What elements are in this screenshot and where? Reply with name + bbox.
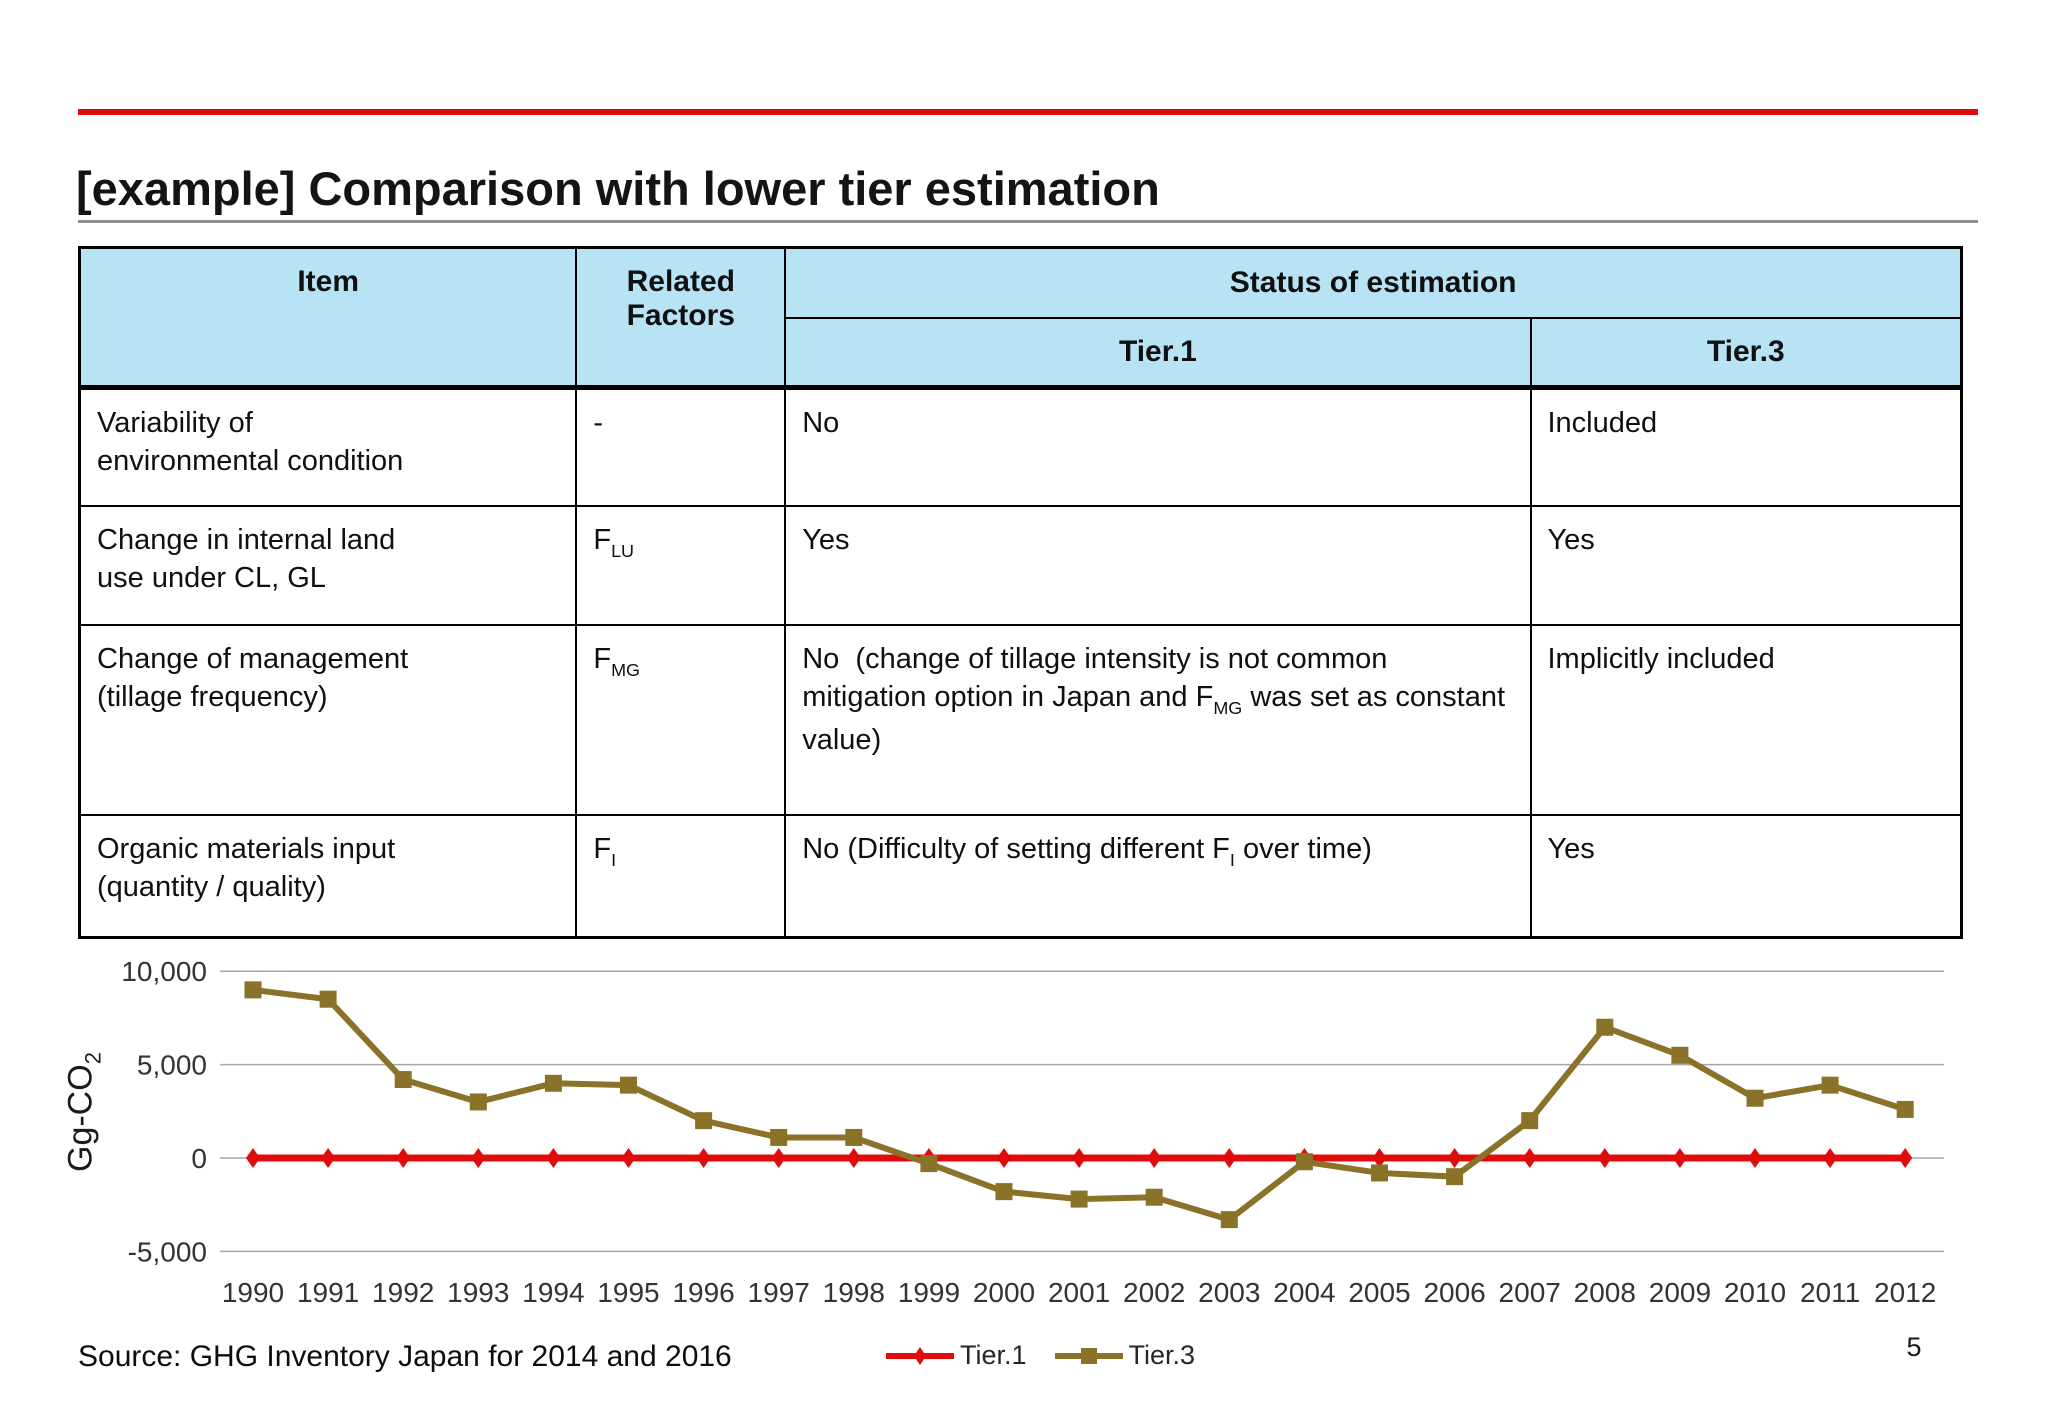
table-row: Variability of environmental condition -… — [78, 386, 1963, 507]
legend-item-tier1: Tier.1 — [884, 1340, 1027, 1371]
factor-cell: - — [575, 386, 787, 507]
tier3-cell: Yes — [1529, 813, 1963, 939]
item-text: environmental condition — [97, 445, 404, 478]
svg-text:1996: 1996 — [672, 1277, 734, 1308]
svg-text:2003: 2003 — [1198, 1277, 1260, 1308]
svg-text:2012: 2012 — [1874, 1277, 1936, 1308]
y-axis-label-subscript: 2 — [80, 1052, 106, 1065]
svg-text:1997: 1997 — [748, 1277, 810, 1308]
factor-cell: FLU — [575, 504, 787, 626]
svg-text:1993: 1993 — [447, 1277, 509, 1308]
item-text: use under CL, GL — [97, 561, 326, 594]
tier-comparison-chart: 10,000 5,000 0 -5,000 1990 1991 1992 1993 1994 19… — [121, 956, 1944, 1308]
header-tier3: Tier.3 — [1529, 316, 1963, 390]
svg-text:2010: 2010 — [1724, 1277, 1786, 1308]
tier1-text: Yes — [802, 523, 850, 556]
comparison-table: Item Related Factors Status of estimatio… — [78, 246, 1963, 939]
svg-text:2011: 2011 — [1800, 1277, 1860, 1308]
item-text: (tillage frequency) — [97, 680, 328, 713]
tier3-cell: Yes — [1529, 504, 1963, 626]
factor-subscript: MG — [611, 659, 641, 680]
header-status: Status of estimation — [784, 246, 1963, 319]
item-cell: Variability of environmental condition — [78, 386, 578, 507]
title-underline — [78, 220, 1978, 223]
svg-text:2009: 2009 — [1649, 1277, 1711, 1308]
slide-title: [example] Comparison with lower tier est… — [76, 162, 1160, 216]
header-item: Item — [78, 246, 578, 390]
table-row: Organic materials input (quantity / qual… — [78, 813, 1963, 939]
svg-text:1998: 1998 — [823, 1277, 885, 1308]
y-axis-label: Gg-CO2 — [62, 1052, 107, 1172]
legend-label: Tier.3 — [1128, 1340, 1196, 1370]
svg-text:2006: 2006 — [1423, 1277, 1485, 1308]
svg-text:2002: 2002 — [1123, 1277, 1185, 1308]
item-text: Change in internal land — [97, 523, 396, 556]
tier1-text: No (Difficulty of setting different F — [802, 832, 1230, 865]
svg-text:2005: 2005 — [1348, 1277, 1410, 1308]
factor-cell: FI — [575, 813, 787, 939]
svg-text:10,000: 10,000 — [121, 956, 207, 987]
svg-text:1990: 1990 — [222, 1277, 284, 1308]
svg-text:1994: 1994 — [522, 1277, 584, 1308]
factor-cell: FMG — [575, 623, 787, 816]
chart-legend: Tier.1 Tier.3 — [884, 1340, 1195, 1371]
svg-text:1992: 1992 — [372, 1277, 434, 1308]
factor-text: - — [593, 407, 604, 439]
svg-text:2007: 2007 — [1499, 1277, 1561, 1308]
item-text: Change of management — [97, 642, 409, 675]
factor-text: F — [593, 642, 612, 675]
factor-text: F — [593, 523, 612, 556]
tier1-cell: No — [784, 386, 1532, 507]
svg-text:2000: 2000 — [973, 1277, 1035, 1308]
tier1-cell: No (change of tillage intensity is not c… — [784, 623, 1532, 816]
item-text: (quantity / quality) — [97, 870, 326, 903]
legend-label: Tier.1 — [960, 1340, 1027, 1370]
item-cell: Organic materials input (quantity / qual… — [78, 813, 578, 939]
svg-text:5,000: 5,000 — [137, 1050, 207, 1081]
item-text: Organic materials input — [97, 832, 396, 865]
svg-text:1991: 1991 — [297, 1277, 359, 1308]
tier1-subscript: MG — [1213, 697, 1243, 718]
svg-text:-5,000: -5,000 — [128, 1236, 207, 1267]
svg-text:2008: 2008 — [1574, 1277, 1636, 1308]
y-axis-label-text: Gg-CO — [61, 1064, 100, 1172]
table-row: Change of management (tillage frequency)… — [78, 623, 1963, 816]
tier3-cell: Included — [1529, 386, 1963, 507]
legend-item-tier3: Tier.3 — [1053, 1340, 1196, 1371]
tier1-text: was set as constant value) — [802, 680, 1506, 756]
factor-subscript: LU — [611, 540, 635, 561]
tier1-text: No (change of tillage intensity is not c… — [802, 642, 1388, 713]
svg-text:2004: 2004 — [1273, 1277, 1335, 1308]
tier3-cell: Implicitly included — [1529, 623, 1963, 816]
item-cell: Change of management (tillage frequency) — [78, 623, 578, 816]
table-row: Change in internal land use under CL, GL… — [78, 504, 1963, 626]
tier1-text: No — [802, 407, 840, 439]
svg-text:2001: 2001 — [1048, 1277, 1110, 1308]
tier1-line-marker-icon — [886, 1346, 954, 1365]
tier1-cell: Yes — [784, 504, 1532, 626]
svg-text:1999: 1999 — [898, 1277, 960, 1308]
header-tier1: Tier.1 — [784, 316, 1532, 390]
source-text: Source: GHG Inventory Japan for 2014 and… — [78, 1340, 732, 1373]
page-number: 5 — [1906, 1332, 1922, 1362]
tier3-line-marker-icon — [1054, 1347, 1123, 1364]
tier1-cell: No (Difficulty of setting different FI o… — [784, 813, 1532, 939]
header-related-factors: Related Factors — [575, 246, 787, 390]
factor-subscript: I — [611, 849, 617, 870]
item-cell: Change in internal land use under CL, GL — [78, 504, 578, 626]
item-text: Variability of — [97, 407, 253, 439]
svg-text:0: 0 — [191, 1143, 207, 1174]
factor-text: F — [593, 832, 612, 865]
tier1-text: over time) — [1234, 832, 1372, 865]
svg-text:1995: 1995 — [597, 1277, 659, 1308]
accent-rule — [78, 109, 1978, 115]
tier1-subscript: I — [1229, 849, 1235, 870]
